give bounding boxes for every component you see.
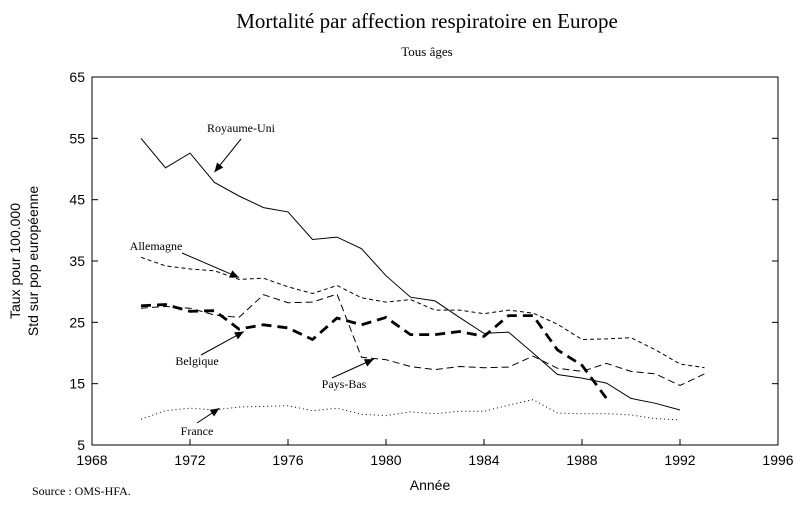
y-axis-label-line1: Taux pour 100.000 xyxy=(7,203,23,319)
series-layer xyxy=(140,137,705,421)
y-tick-label: 25 xyxy=(69,314,85,330)
annotation-arrowhead-royaume-uni xyxy=(214,162,224,173)
annotation-arrowhead-belgique xyxy=(234,331,244,340)
annotation-label-royaume-uni: Royaume-Uni xyxy=(207,121,276,135)
annotation-arrow-allemagne xyxy=(181,252,240,279)
series-line-allemagne xyxy=(140,256,705,369)
y-tick-label: 45 xyxy=(69,192,85,208)
x-tick-label: 1992 xyxy=(664,452,695,468)
x-tick-label: 1984 xyxy=(468,452,499,468)
chart-subtitle: Tous âges xyxy=(401,44,452,59)
y-axis-label-line2: Std sur pop européenne xyxy=(25,186,41,336)
series-line-pays-bas xyxy=(140,293,705,387)
annotations: Royaume-Uni Allemagne Belgique Pays-Bas Fran… xyxy=(130,121,374,438)
x-axis-label: Année xyxy=(410,477,451,493)
y-tick-label: 55 xyxy=(69,130,85,146)
annotation-arrowhead-pays-bas xyxy=(363,359,374,367)
series-line-belgique xyxy=(140,303,608,400)
y-axis: 5 15 25 35 45 55 65 xyxy=(69,69,778,453)
x-tick-label: 1980 xyxy=(370,452,401,468)
x-tick-label: 1976 xyxy=(272,452,303,468)
plot-frame xyxy=(91,76,779,446)
x-axis: 1968 1972 1976 1980 1984 1988 1992 1996 xyxy=(76,439,794,468)
annotation-label-belgique: Belgique xyxy=(175,354,218,368)
x-tick-label: 1968 xyxy=(76,452,107,468)
y-tick-label: 35 xyxy=(69,253,85,269)
annotation-arrowhead-allemagne xyxy=(229,270,239,278)
annotation-label-pays-bas: Pays-Bas xyxy=(322,377,367,391)
x-tick-label: 1988 xyxy=(566,452,597,468)
y-tick-label: 15 xyxy=(69,376,85,392)
chart-title: Mortalité par affection respiratoire en … xyxy=(236,9,618,33)
annotation-label-france: France xyxy=(181,424,214,438)
y-tick-label: 65 xyxy=(69,69,85,85)
series-line-royaume-uni xyxy=(140,137,681,411)
annotation-arrowhead-france xyxy=(209,408,220,417)
source-note: Source : OMS-HFA. xyxy=(32,484,131,498)
x-tick-label: 1996 xyxy=(762,452,793,468)
y-tick-label: 5 xyxy=(77,437,85,453)
annotation-label-allemagne: Allemagne xyxy=(130,239,183,253)
series-line-france xyxy=(140,399,681,421)
x-tick-label: 1972 xyxy=(174,452,205,468)
